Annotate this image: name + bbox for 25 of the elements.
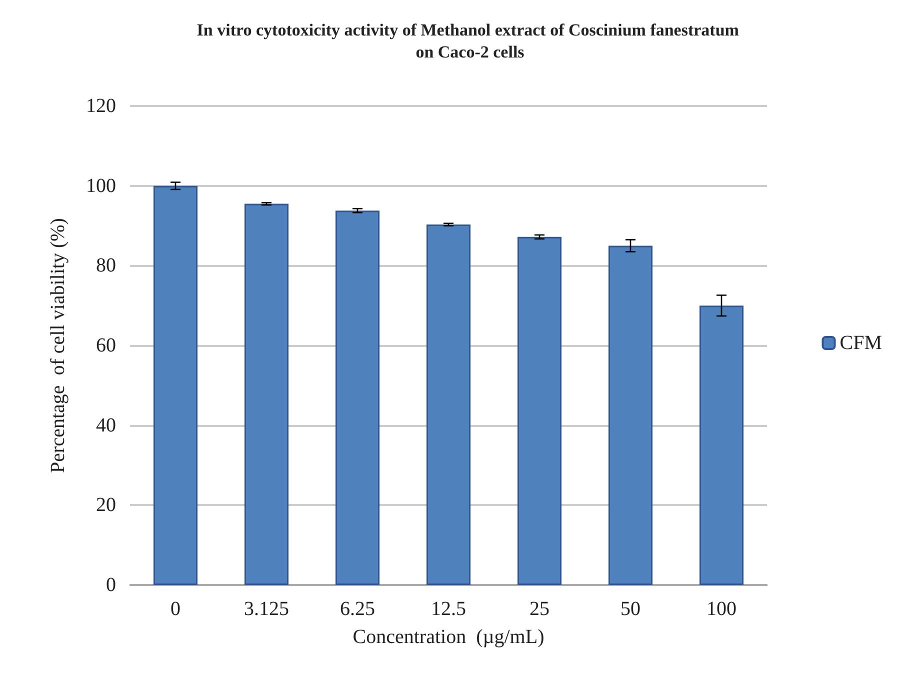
x-tick-label: 0 bbox=[170, 598, 180, 620]
x-tick-label: 50 bbox=[620, 598, 640, 620]
x-tick-label: 3.125 bbox=[244, 598, 289, 620]
legend-label: CFM bbox=[840, 332, 882, 354]
bar bbox=[518, 236, 562, 585]
y-tick-label: 0 bbox=[106, 574, 116, 596]
bar bbox=[608, 246, 652, 585]
x-tick-label: 100 bbox=[706, 598, 736, 620]
x-axis-title: Concentration (µg/mL) bbox=[352, 626, 544, 648]
y-tick-label: 60 bbox=[96, 334, 116, 356]
y-axis-title: Percentage of cell viability (%) bbox=[47, 218, 69, 473]
x-tick-label: 12.5 bbox=[431, 598, 466, 620]
x-tick-label: 25 bbox=[530, 598, 550, 620]
chart-title: In vitro cytotoxicity activity of Methanol extract of Coscinium fanestratum on Caco-2 cells bbox=[196, 20, 744, 62]
y-tick-label: 100 bbox=[86, 174, 116, 197]
bar bbox=[426, 224, 470, 585]
bar bbox=[154, 186, 198, 585]
bar bbox=[336, 210, 380, 585]
y-tick-label: 20 bbox=[96, 494, 116, 516]
y-tick-label: 120 bbox=[86, 95, 116, 117]
bar bbox=[244, 204, 288, 585]
y-tick-label: 40 bbox=[96, 414, 116, 436]
x-tick-label: 6.25 bbox=[340, 598, 375, 620]
y-tick-label: 80 bbox=[96, 254, 116, 277]
bar bbox=[700, 306, 744, 585]
